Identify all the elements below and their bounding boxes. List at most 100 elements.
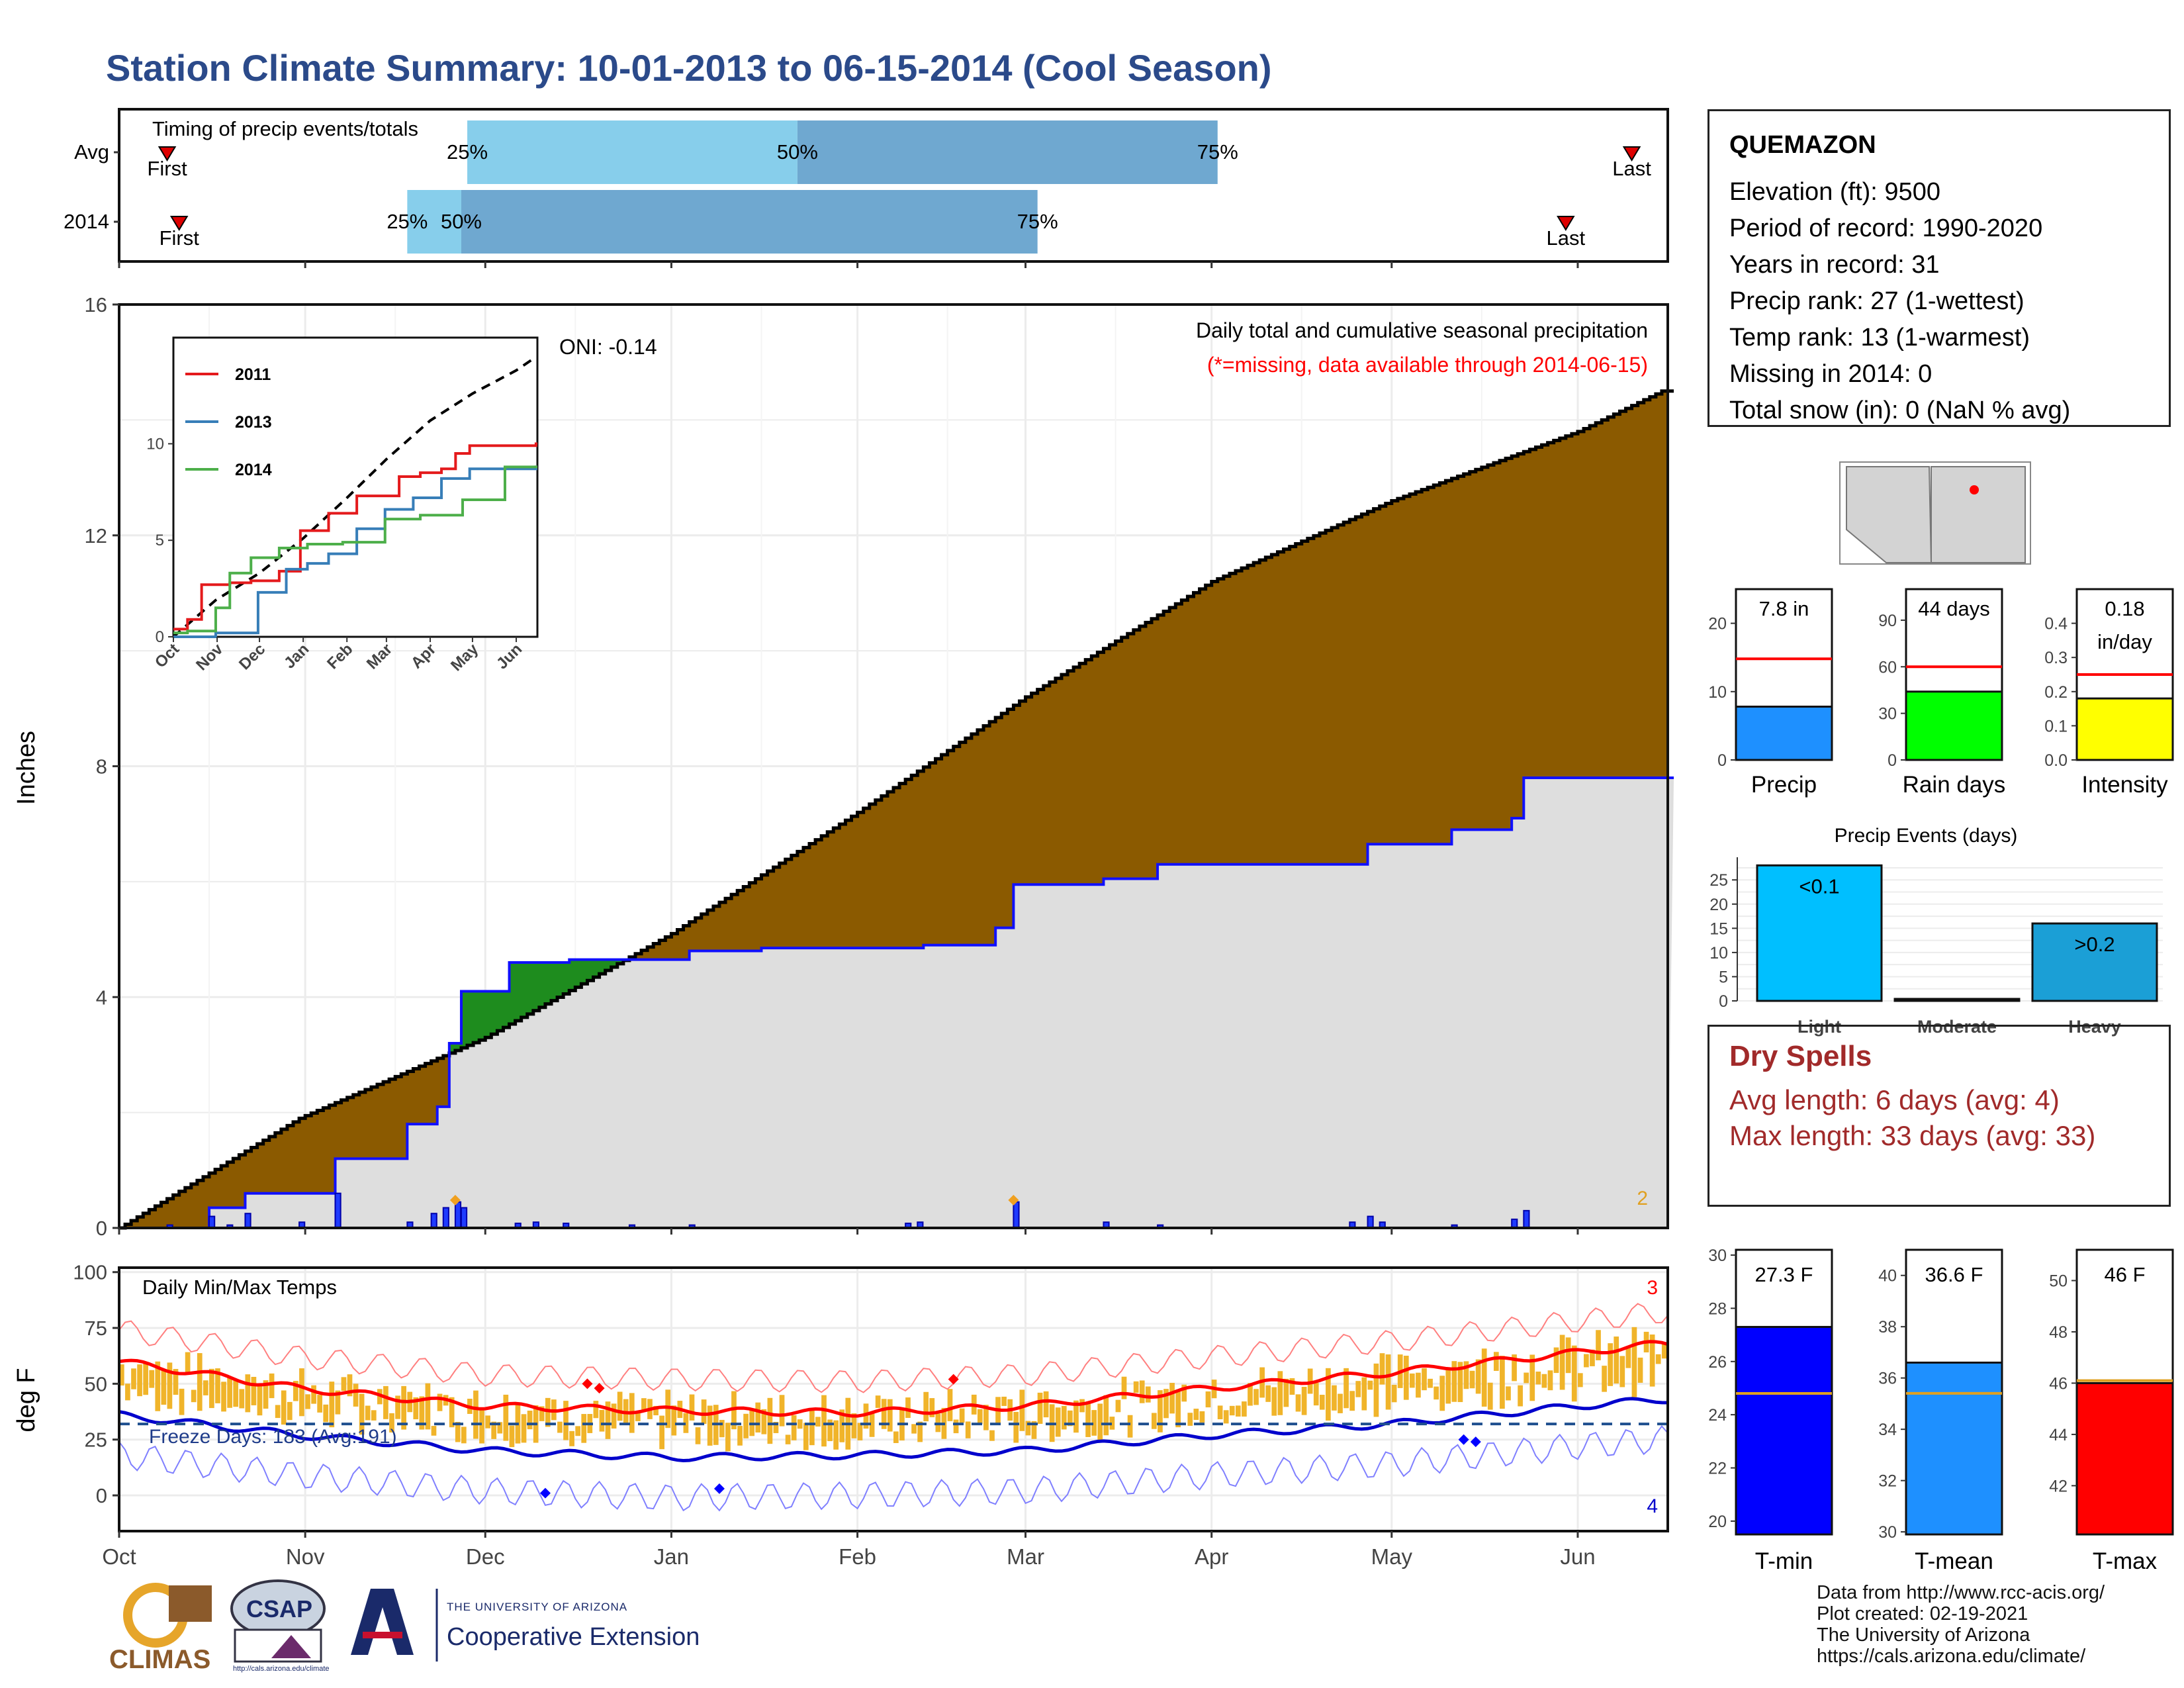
daily-temp-bar (1661, 1343, 1667, 1359)
daily-temp-bar (1085, 1403, 1091, 1437)
temp-bar-tick-label: 26 (1708, 1353, 1727, 1372)
temp-bar-tick-label: 48 (2049, 1323, 2068, 1342)
daily-temp-bar (839, 1409, 845, 1442)
daily-temp-bar (1349, 1391, 1355, 1411)
daily-temp-bar (1127, 1415, 1133, 1438)
credit-url: https://cals.arizona.edu/climate/ (1817, 1646, 2086, 1667)
temp-x-axis: Oct Nov Dec Jan Feb Mar Apr May Jun (102, 1531, 1596, 1569)
daily-temp-bar (347, 1374, 353, 1397)
temp-bar-tick-label: 50 (2049, 1272, 2068, 1290)
events-tick-label: 25 (1709, 871, 1728, 890)
daily-temp-bar (1217, 1405, 1223, 1420)
daily-temp-bar (953, 1419, 959, 1434)
daily-temp-bar (137, 1364, 142, 1397)
daily-precip-bar (454, 1201, 462, 1229)
daily-temp-bar (1205, 1391, 1211, 1408)
daily-temp-bar (1073, 1400, 1079, 1433)
inset-frame (172, 336, 539, 638)
daily-temp-bar (659, 1415, 664, 1450)
daily-temp-bar (389, 1413, 394, 1432)
daily-temp-bar (431, 1426, 437, 1436)
daily-temp-bar (875, 1395, 881, 1408)
temp-chart: 0 25 50 75 100 Oct Nov Dec Jan Feb Mar Apr May Jun D… (13, 1261, 1669, 1569)
temp-bar-tick-label: 46 (2049, 1374, 2068, 1393)
temp-x-tick-label: May (1371, 1544, 1413, 1569)
events-tick-label: 0 (1719, 992, 1728, 1011)
daily-precip-bar (1523, 1209, 1530, 1229)
mini-bar-tick-label: 0.3 (2044, 649, 2068, 667)
daily-temp-bar (1655, 1354, 1661, 1364)
daily-temp-bar (503, 1394, 509, 1441)
daily-precip-bar (334, 1192, 341, 1229)
map-state-arizona (1846, 466, 1933, 563)
daily-temp-bar (257, 1385, 263, 1416)
daily-temp-bar (1493, 1352, 1499, 1371)
temp-bar-tick-label: 42 (2049, 1477, 2068, 1495)
daily-temp-bar (1565, 1337, 1571, 1374)
daily-temp-bar (689, 1394, 695, 1421)
daily-temp-bar (581, 1414, 587, 1443)
mini-bar-tick-label: 0 (1888, 751, 1897, 770)
daily-temp-bar (527, 1410, 533, 1430)
daily-temp-bar (1451, 1361, 1457, 1402)
temp-bar-tick-label: 38 (1878, 1318, 1897, 1336)
mini-bar-tick-label: 0.0 (2044, 751, 2068, 770)
mini-bar-tick-label: 0.4 (2044, 615, 2068, 633)
daily-temp-bar (203, 1380, 208, 1395)
daily-temp-bar (1121, 1376, 1127, 1399)
mini-bar-value-label: 0.18 (2105, 597, 2144, 620)
daily-temp-bar (1001, 1396, 1007, 1406)
avg-tmax-line (118, 1340, 1668, 1418)
temp-x-tick-label: Jan (654, 1544, 689, 1569)
credit-university: The University of Arizona (1817, 1624, 2030, 1646)
dry-spells-max: Max length: 33 days (avg: 33) (1729, 1120, 2096, 1151)
daily-temp-bar (1271, 1387, 1277, 1416)
daily-temp-bar (737, 1426, 743, 1446)
temp-x-tick-label: Jun (1560, 1544, 1595, 1569)
daily-temp-bar (1410, 1373, 1415, 1388)
mini-bar-value (2075, 697, 2174, 761)
daily-temp-bar (395, 1395, 400, 1419)
daily-temp-bar (905, 1397, 911, 1418)
daily-temp-bar (1445, 1368, 1451, 1404)
daily-temp-bar (1571, 1345, 1577, 1402)
precip-y-label: Inches (13, 731, 40, 805)
info-precip-rank: Precip rank: 27 (1-wettest) (1729, 287, 2025, 315)
daily-temp-bar (827, 1419, 833, 1442)
record-marker (594, 1383, 605, 1394)
daily-temp-bar (263, 1380, 269, 1409)
daily-temp-bar (1463, 1361, 1469, 1389)
daily-temp-bar (917, 1421, 923, 1442)
temp-bar-label: T-max (2093, 1548, 2158, 1574)
event-category-label: Moderate (1917, 1017, 1997, 1037)
max-precip-marker (449, 1195, 461, 1205)
daily-temp-bar (173, 1369, 179, 1395)
inset-series-line (173, 442, 537, 631)
daily-temp-bar (1553, 1347, 1559, 1374)
daily-temp-bar (1518, 1385, 1523, 1407)
event-category-label: Heavy (2068, 1017, 2121, 1037)
precip-y-tick-label: 8 (96, 755, 107, 778)
daily-temp-bar (1139, 1380, 1145, 1403)
daily-temp-bar (1097, 1403, 1103, 1440)
temp-corner-top: 3 (1647, 1277, 1658, 1299)
record-marker (1470, 1436, 1481, 1448)
daily-temp-bar (887, 1399, 893, 1432)
timing-p50-label: 50% (777, 140, 818, 164)
daily-temp-bar (197, 1353, 203, 1411)
daily-temp-bar (1524, 1372, 1529, 1383)
timing-p75-label: 75% (1017, 210, 1058, 233)
timing-row-label: Avg (74, 140, 109, 164)
daily-temp-bar (1529, 1354, 1535, 1401)
daily-temp-bar (1169, 1383, 1175, 1414)
daily-temp-bar (1253, 1389, 1259, 1405)
station-name: QUEMAZON (1729, 131, 1876, 159)
timing-first-label: First (147, 157, 187, 180)
daily-temp-bar (1265, 1385, 1271, 1402)
timing-bar-50-75 (461, 190, 1038, 254)
ua-logo-small-text: THE UNIVERSITY OF ARIZONA (447, 1601, 628, 1613)
daily-temp-bar (1133, 1381, 1139, 1393)
daily-temp-bar (803, 1423, 809, 1450)
